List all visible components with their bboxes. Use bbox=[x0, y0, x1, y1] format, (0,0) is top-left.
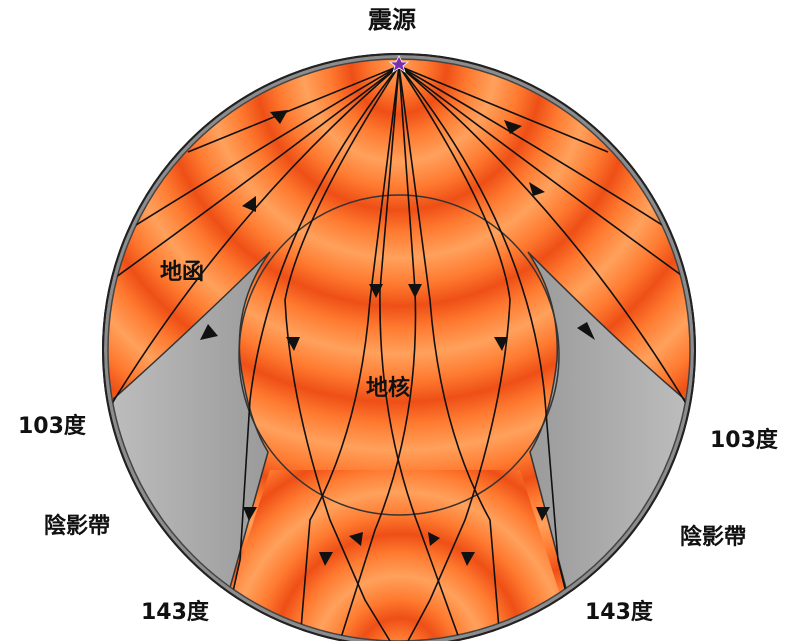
arrowhead bbox=[529, 182, 545, 196]
arrowhead bbox=[504, 120, 522, 134]
ray-right-6 bbox=[398, 65, 511, 641]
arrowhead bbox=[428, 532, 440, 546]
ray-right-4 bbox=[398, 65, 690, 411]
angle-143-right-label: 143度 bbox=[585, 600, 653, 625]
arrowhead bbox=[200, 324, 218, 340]
lower-wave-field bbox=[215, 470, 575, 641]
arrowhead bbox=[319, 552, 333, 566]
ray-right-7 bbox=[398, 65, 501, 641]
arrowhead bbox=[408, 284, 422, 298]
ray-left-6 bbox=[284, 65, 400, 641]
shadow-zone-left-label: 陰影帶 bbox=[44, 514, 111, 539]
arrowhead bbox=[243, 507, 257, 521]
source-marker bbox=[388, 55, 410, 73]
arrowhead bbox=[577, 322, 595, 340]
ray-left-7 bbox=[299, 65, 400, 641]
angle-143-left-label: 143度 bbox=[141, 600, 209, 625]
ray-right-5 bbox=[398, 65, 579, 641]
arrowhead bbox=[242, 196, 256, 212]
core-outline bbox=[238, 194, 560, 516]
core-label: 地核 bbox=[366, 376, 411, 401]
arrowhead bbox=[349, 532, 363, 546]
angle-103-left-label: 103度 bbox=[18, 414, 86, 439]
ray-left-1 bbox=[187, 65, 400, 153]
ray-right-2 bbox=[398, 65, 671, 231]
earth-outer-outline bbox=[102, 53, 696, 641]
arrowhead bbox=[286, 337, 300, 351]
ray-center-r bbox=[339, 65, 417, 641]
angle-103-right-label: 103度 bbox=[710, 428, 778, 453]
ray-left-4 bbox=[108, 65, 400, 411]
arrowhead bbox=[536, 507, 550, 521]
ray-center-l bbox=[379, 65, 461, 641]
ray-left-2 bbox=[127, 65, 400, 231]
mantle-label: 地函 bbox=[160, 260, 205, 285]
ray-left-3 bbox=[111, 65, 400, 281]
arrowhead bbox=[369, 284, 383, 298]
arrowhead bbox=[270, 110, 288, 124]
ray-right-3 bbox=[398, 65, 689, 281]
arrowhead bbox=[461, 552, 475, 566]
arrowhead bbox=[494, 337, 508, 351]
shadow-zone-right-label: 陰影帶 bbox=[680, 525, 747, 550]
ray-left-5 bbox=[221, 65, 400, 641]
source-label: 震源 bbox=[368, 6, 416, 34]
ray-right-1 bbox=[398, 65, 609, 153]
